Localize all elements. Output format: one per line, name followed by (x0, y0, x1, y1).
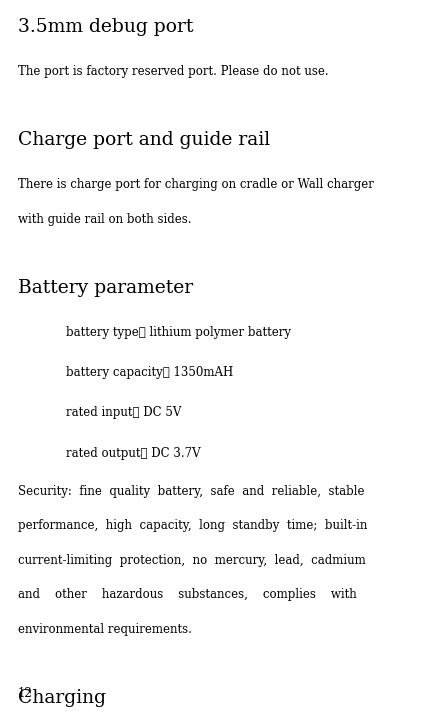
Text: 12: 12 (18, 687, 32, 700)
Text: environmental requirements.: environmental requirements. (18, 623, 191, 635)
Text: Charging: Charging (18, 689, 106, 707)
Text: current-limiting  protection,  no  mercury,  lead,  cadmium: current-limiting protection, no mercury,… (18, 554, 366, 567)
Text: rated output： DC 3.7V: rated output： DC 3.7V (66, 447, 201, 460)
Text: There is charge port for charging on cradle or Wall charger: There is charge port for charging on cra… (18, 178, 373, 191)
Text: Security:  fine  quality  battery,  safe  and  reliable,  stable: Security: fine quality battery, safe and… (18, 485, 364, 498)
Text: battery capacity： 1350mAH: battery capacity： 1350mAH (66, 366, 233, 379)
Text: 3.5mm debug port: 3.5mm debug port (18, 18, 193, 36)
Text: battery type： lithium polymer battery: battery type： lithium polymer battery (66, 326, 291, 339)
Text: Charge port and guide rail: Charge port and guide rail (18, 131, 270, 149)
Text: and    other    hazardous    substances,    complies    with: and other hazardous substances, complies… (18, 588, 356, 601)
Text: Battery parameter: Battery parameter (18, 279, 193, 297)
Text: The port is factory reserved port. Please do not use.: The port is factory reserved port. Pleas… (18, 65, 328, 78)
Text: rated input： DC 5V: rated input： DC 5V (66, 406, 182, 419)
Text: with guide rail on both sides.: with guide rail on both sides. (18, 213, 191, 225)
Text: performance,  high  capacity,  long  standby  time;  built-in: performance, high capacity, long standby… (18, 519, 367, 532)
